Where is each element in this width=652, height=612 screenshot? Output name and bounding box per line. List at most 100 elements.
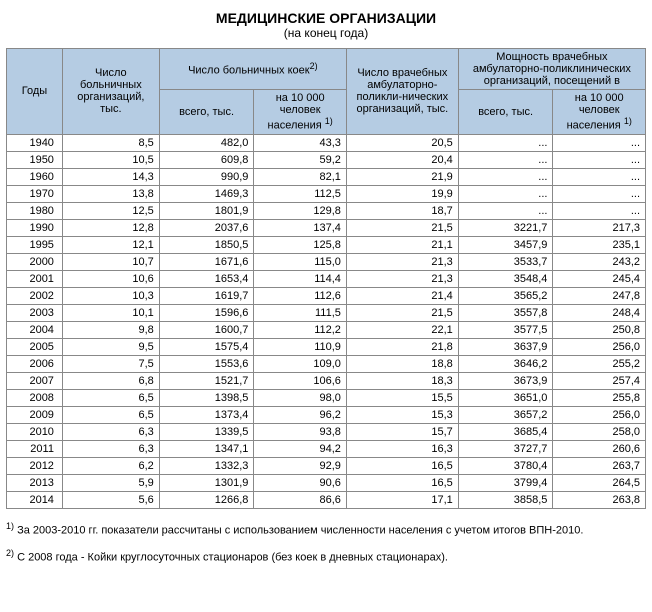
cell-beds-per10k: 82,1 — [254, 168, 347, 185]
table-row: 20059,51575,4110,921,83637,9256,0 — [7, 338, 646, 355]
cell-cap-per10k: 258,0 — [553, 423, 646, 440]
cell-cap-per10k: 250,8 — [553, 321, 646, 338]
cell-cap-total: 3799,4 — [458, 474, 553, 491]
cell-hosp-orgs: 5,9 — [62, 474, 159, 491]
cell-hosp-orgs: 12,1 — [62, 236, 159, 253]
cell-hosp-orgs: 6,2 — [62, 457, 159, 474]
cell-beds-total: 1619,7 — [159, 287, 254, 304]
cell-cap-total: 3637,9 — [458, 338, 553, 355]
cell-year: 2012 — [7, 457, 63, 474]
cell-amb-orgs: 22,1 — [346, 321, 458, 338]
cell-amb-orgs: 16,5 — [346, 474, 458, 491]
cell-cap-total: 3657,2 — [458, 406, 553, 423]
cell-year: 1995 — [7, 236, 63, 253]
cell-hosp-orgs: 9,8 — [62, 321, 159, 338]
cell-amb-orgs: 20,4 — [346, 151, 458, 168]
cell-cap-total: 3548,4 — [458, 270, 553, 287]
cell-beds-total: 1373,4 — [159, 406, 254, 423]
cell-hosp-orgs: 6,5 — [62, 406, 159, 423]
cell-cap-per10k: 243,2 — [553, 253, 646, 270]
cell-cap-per10k: 260,6 — [553, 440, 646, 457]
cell-cap-per10k: 255,2 — [553, 355, 646, 372]
cell-amb-orgs: 21,9 — [346, 168, 458, 185]
page-subtitle: (на конец года) — [6, 26, 646, 40]
cell-hosp-orgs: 10,6 — [62, 270, 159, 287]
cell-beds-total: 1266,8 — [159, 491, 254, 508]
cell-year: 2000 — [7, 253, 63, 270]
cell-cap-per10k: ... — [553, 202, 646, 219]
cell-beds-per10k: 92,9 — [254, 457, 347, 474]
cell-cap-total: 3557,8 — [458, 304, 553, 321]
cell-beds-total: 1553,6 — [159, 355, 254, 372]
cell-beds-per10k: 43,3 — [254, 134, 347, 151]
cell-cap-total: 3565,2 — [458, 287, 553, 304]
cell-beds-total: 1469,3 — [159, 185, 254, 202]
table-row: 20116,31347,194,216,33727,7260,6 — [7, 440, 646, 457]
cell-beds-total: 1339,5 — [159, 423, 254, 440]
cell-cap-total: 3858,5 — [458, 491, 553, 508]
cell-cap-total: 3780,4 — [458, 457, 553, 474]
cell-cap-total: ... — [458, 168, 553, 185]
cell-beds-per10k: 129,8 — [254, 202, 347, 219]
cell-year: 2014 — [7, 491, 63, 508]
col-cap-per10k: на 10 000 человек населения 1) — [553, 90, 646, 135]
cell-hosp-orgs: 7,5 — [62, 355, 159, 372]
page-title: МЕДИЦИНСКИЕ ОРГАНИЗАЦИИ — [6, 10, 646, 26]
data-table: Годы Число больничных организаций, тыс. … — [6, 48, 646, 509]
cell-cap-per10k: 264,5 — [553, 474, 646, 491]
cell-cap-total: 3651,0 — [458, 389, 553, 406]
cell-cap-total: ... — [458, 134, 553, 151]
cell-year: 2008 — [7, 389, 63, 406]
cell-cap-per10k: 255,8 — [553, 389, 646, 406]
cell-amb-orgs: 21,3 — [346, 253, 458, 270]
cell-beds-per10k: 111,5 — [254, 304, 347, 321]
cell-hosp-orgs: 9,5 — [62, 338, 159, 355]
cell-cap-per10k: ... — [553, 151, 646, 168]
cell-hosp-orgs: 8,5 — [62, 134, 159, 151]
cell-amb-orgs: 18,8 — [346, 355, 458, 372]
cell-beds-total: 990,9 — [159, 168, 254, 185]
cell-beds-total: 1575,4 — [159, 338, 254, 355]
cell-cap-total: ... — [458, 151, 553, 168]
cell-beds-per10k: 109,0 — [254, 355, 347, 372]
col-amb-orgs: Число врачебных амбулаторно-поликли-ниче… — [346, 49, 458, 135]
cell-amb-orgs: 21,3 — [346, 270, 458, 287]
table-row: 199512,11850,5125,821,13457,9235,1 — [7, 236, 646, 253]
cell-beds-total: 609,8 — [159, 151, 254, 168]
footnote-1: 1) За 2003-2010 гг. показатели рассчитан… — [6, 519, 646, 540]
cell-beds-per10k: 137,4 — [254, 219, 347, 236]
cell-year: 1970 — [7, 185, 63, 202]
footnote-2: 2) С 2008 года - Койки круглосуточных ст… — [6, 546, 646, 567]
col-beds-per10k: на 10 000 человек населения 1) — [254, 90, 347, 135]
cell-hosp-orgs: 6,5 — [62, 389, 159, 406]
cell-beds-total: 2037,6 — [159, 219, 254, 236]
col-beds-total: всего, тыс. — [159, 90, 254, 135]
cell-beds-total: 482,0 — [159, 134, 254, 151]
cell-hosp-orgs: 14,3 — [62, 168, 159, 185]
cell-beds-per10k: 93,8 — [254, 423, 347, 440]
cell-amb-orgs: 21,4 — [346, 287, 458, 304]
cell-cap-total: 3685,4 — [458, 423, 553, 440]
cell-amb-orgs: 16,5 — [346, 457, 458, 474]
cell-cap-per10k: 248,4 — [553, 304, 646, 321]
table-row: 20106,31339,593,815,73685,4258,0 — [7, 423, 646, 440]
cell-beds-total: 1801,9 — [159, 202, 254, 219]
cell-cap-per10k: ... — [553, 168, 646, 185]
cell-beds-per10k: 112,2 — [254, 321, 347, 338]
cell-amb-orgs: 20,5 — [346, 134, 458, 151]
cell-cap-per10k: 235,1 — [553, 236, 646, 253]
cell-cap-per10k: 256,0 — [553, 338, 646, 355]
table-row: 20086,51398,598,015,53651,0255,8 — [7, 389, 646, 406]
cell-hosp-orgs: 10,7 — [62, 253, 159, 270]
cell-amb-orgs: 17,1 — [346, 491, 458, 508]
table-row: 20049,81600,7112,222,13577,5250,8 — [7, 321, 646, 338]
cell-year: 2011 — [7, 440, 63, 457]
table-row: 20145,61266,886,617,13858,5263,8 — [7, 491, 646, 508]
cell-beds-total: 1521,7 — [159, 372, 254, 389]
cell-amb-orgs: 21,8 — [346, 338, 458, 355]
cell-beds-total: 1301,9 — [159, 474, 254, 491]
cell-amb-orgs: 15,3 — [346, 406, 458, 423]
table-row: 20096,51373,496,215,33657,2256,0 — [7, 406, 646, 423]
cell-amb-orgs: 21,5 — [346, 219, 458, 236]
cell-beds-total: 1332,3 — [159, 457, 254, 474]
